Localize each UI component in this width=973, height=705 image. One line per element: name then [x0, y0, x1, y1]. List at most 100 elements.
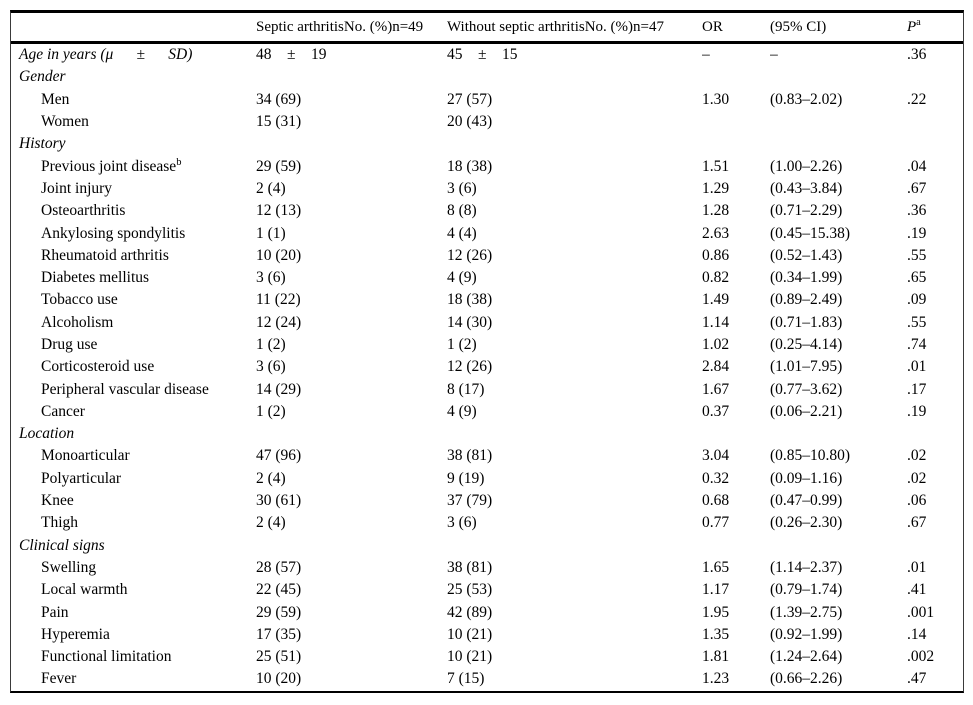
table-row: Women 15 (31) 20 (43)	[11, 111, 963, 133]
cell-p	[907, 111, 963, 133]
cell-p: .17	[907, 380, 927, 398]
cell-or	[702, 535, 770, 557]
cell-without	[447, 535, 702, 557]
p-footnote-marker: a	[916, 16, 921, 28]
cell-ci: (1.14–2.37)	[770, 558, 843, 576]
cell-p: .47	[907, 670, 927, 688]
row-label-text: Ankylosing spondylitis	[41, 224, 186, 242]
cell-ci: (0.79–1.74)	[770, 581, 843, 599]
cell-p: .01	[907, 358, 927, 376]
section-row: History	[11, 133, 963, 155]
cell-without: 1 (2)	[447, 336, 477, 353]
cell-septic: 17 (35)	[256, 625, 302, 643]
cell-p	[907, 535, 963, 557]
cell-septic: 30 (61)	[256, 492, 302, 510]
cell-septic: 10 (20)	[256, 670, 302, 688]
table-row: Drug use 1 (2) 1 (2) 1.02 (0.25–4.14) .74	[11, 334, 963, 356]
cell-p: .001	[907, 603, 935, 621]
cell-p: .14	[907, 625, 927, 643]
table-row: Corticosteroid use 3 (6) 12 (26) 2.84 (1.01–…	[11, 356, 963, 378]
cell-or: 3.04	[702, 447, 730, 465]
row-label-text: Joint injury	[41, 179, 113, 197]
row-label: Rheumatoid arthritis	[11, 245, 256, 267]
cell-p: .19	[907, 402, 927, 420]
cell-ci	[770, 66, 907, 88]
p-label: P	[907, 18, 917, 35]
cell-ci: (1.39–2.75)	[770, 603, 843, 621]
cell-septic: 11 (22)	[256, 291, 301, 309]
row-label-text: Thigh	[41, 514, 79, 532]
cell-p: .41	[907, 581, 927, 599]
cell-without: 45 ± 15	[447, 46, 518, 64]
row-label-text: Diabetes mellitus	[41, 269, 150, 287]
cell-septic: 22 (45)	[256, 581, 302, 599]
cell-ci: (0.45–15.38)	[770, 224, 851, 242]
cell-septic	[256, 423, 447, 445]
section-row: Clinical signs	[11, 535, 963, 557]
cell-septic	[256, 133, 447, 155]
cell-or: 2.63	[702, 224, 730, 242]
cell-p	[907, 133, 963, 155]
cell-or: 1.81	[702, 648, 730, 666]
row-label-text: Rheumatoid arthritis	[41, 246, 169, 264]
cell-without: 10 (21)	[447, 625, 493, 643]
cell-ci: (0.47–0.99)	[770, 492, 843, 510]
cell-septic: 3 (6)	[256, 269, 286, 287]
cell-septic: 2 (4)	[256, 469, 286, 487]
cell-or	[702, 111, 770, 133]
row-label-text: Polyarticular	[41, 469, 122, 487]
row-label: Corticosteroid use	[11, 356, 256, 378]
cell-ci	[770, 535, 907, 557]
table-row: Cancer 1 (2) 4 (9) 0.37 (0.06–2.21) .19	[11, 401, 963, 423]
row-label-text: Functional limitation	[41, 648, 172, 666]
cell-septic: 1 (2)	[256, 402, 286, 420]
row-label-text: Corticosteroid use	[41, 358, 155, 376]
header-septic-column: Septic arthritisNo. (%)n=49	[256, 18, 424, 35]
cell-without: 4 (9)	[447, 269, 477, 287]
cell-or: 1.29	[702, 179, 730, 197]
cell-p: .04	[907, 157, 927, 175]
row-label: Tobacco use	[11, 289, 256, 311]
cell-ci: (0.71–1.83)	[770, 313, 843, 331]
row-label-text: Clinical signs	[19, 536, 105, 554]
table-row: Diabetes mellitus 3 (6) 4 (9) 0.82 (0.34–1.9…	[11, 267, 963, 289]
cell-or: 1.67	[702, 380, 730, 398]
header-ci-column: (95% CI)	[770, 18, 827, 35]
cell-p: .36	[907, 46, 927, 64]
cell-p: .67	[907, 514, 927, 532]
cell-or: 1.51	[702, 157, 730, 175]
cell-or: 0.86	[702, 246, 730, 264]
cell-or: 1.02	[702, 336, 730, 353]
cell-ci: (0.06–2.21)	[770, 402, 843, 420]
cell-p: .02	[907, 469, 927, 487]
row-label: Previous joint diseaseb	[11, 155, 256, 177]
row-label-text: Pain	[41, 603, 69, 621]
cell-p	[907, 66, 963, 88]
row-label-text: Monoarticular	[41, 447, 130, 465]
cell-without: 18 (38)	[447, 291, 493, 309]
row-label: Pain	[11, 601, 256, 623]
table-row: Fever 10 (20) 7 (15) 1.23 (0.66–2.26) .47	[11, 668, 963, 690]
cell-or: 1.23	[702, 670, 730, 688]
row-label: Monoarticular	[11, 445, 256, 467]
table-row: Thigh 2 (4) 3 (6) 0.77 (0.26–2.30) .67	[11, 512, 963, 534]
table-row: Peripheral vascular disease 14 (29) 8 (17)…	[11, 378, 963, 400]
table-header: Septic arthritisNo. (%)n=49 Without sept…	[11, 13, 963, 43]
row-label: Swelling	[11, 557, 256, 579]
table-row: Polyarticular 2 (4) 9 (19) 0.32 (0.09–1.16).…	[11, 468, 963, 490]
cell-without: 8 (8)	[447, 202, 477, 220]
table-row: Joint injury 2 (4) 3 (6) 1.29 (0.43–3.84) .67	[11, 178, 963, 200]
row-label-text: Knee	[41, 492, 74, 510]
row-label: Functional limitation	[11, 646, 256, 668]
cell-ci: (0.77–3.62)	[770, 380, 843, 398]
row-label: Men	[11, 89, 256, 111]
row-label-text: Tobacco use	[41, 291, 118, 309]
row-label: Hyperemia	[11, 624, 256, 646]
table-frame: Septic arthritisNo. (%)n=49 Without sept…	[10, 10, 964, 693]
cell-ci: (0.25–4.14)	[770, 336, 843, 353]
row-label: Alcoholism	[11, 312, 256, 334]
cell-ci: (0.09–1.16)	[770, 469, 843, 487]
cell-septic: 1 (2)	[256, 336, 286, 353]
row-label: Drug use	[11, 334, 256, 356]
row-label-text: Fever	[41, 670, 77, 688]
